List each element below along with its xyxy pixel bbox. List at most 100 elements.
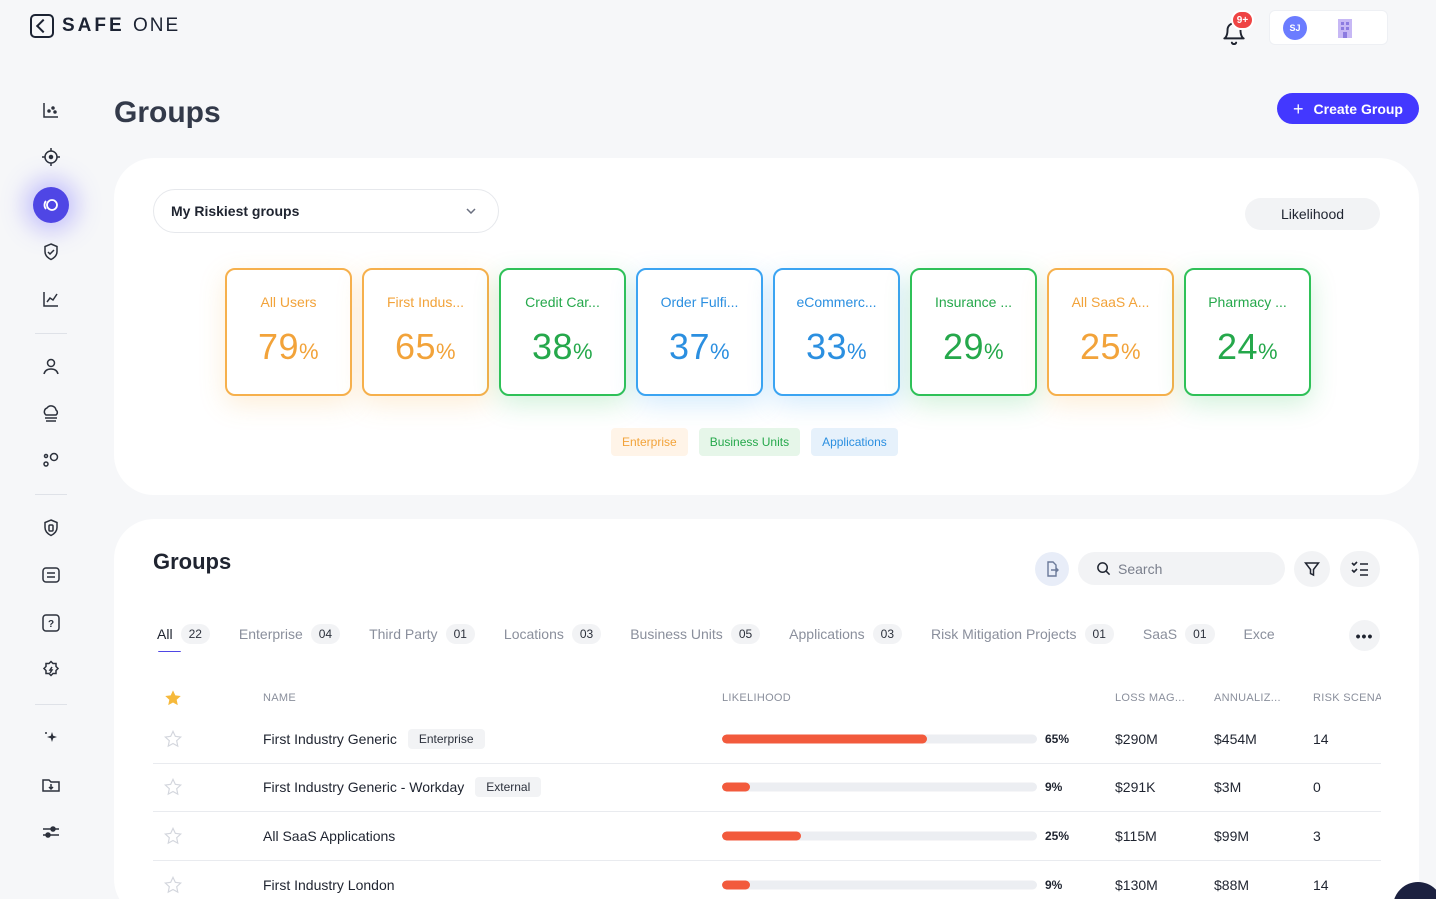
likelihood-value: 65% (1045, 731, 1070, 746)
gear-icon (42, 660, 60, 677)
logo-icon (30, 14, 54, 38)
sidebar-item-target[interactable] (30, 139, 72, 175)
filter-button[interactable] (1294, 551, 1330, 587)
risk-tile[interactable]: Pharmacy ... 24% (1184, 268, 1311, 396)
sparkle-icon (45, 732, 57, 742)
star-filled-icon[interactable] (164, 689, 182, 707)
create-group-label: Create Group (1313, 100, 1403, 117)
sidebar-item-database[interactable] (30, 510, 72, 546)
likelihood-bar-fill (722, 734, 927, 744)
logo-text: SAFE ONE (62, 15, 181, 36)
user-menu[interactable]: SJ (1269, 10, 1388, 45)
likelihood-value: 9% (1045, 877, 1063, 892)
shield-check-icon (44, 243, 58, 261)
tab-risk-mitigation-projects[interactable]: Risk Mitigation Projects 01 (931, 622, 1114, 646)
group-name[interactable]: First Industry Generic - Workday (263, 779, 465, 796)
column-loss-magnitude[interactable]: LOSS MAG... (1115, 692, 1185, 704)
column-annualized[interactable]: ANNUALIZ... (1214, 692, 1281, 704)
help-chat-button[interactable] (1393, 882, 1436, 899)
legend-enterprise[interactable]: Enterprise (611, 428, 688, 456)
groups-section-title: Groups (153, 549, 232, 574)
likelihood-bar (722, 782, 1037, 792)
likelihood-bar (722, 831, 1037, 841)
star-outline-icon[interactable] (164, 826, 182, 845)
risk-tiles: All Users 79% First Indus... 65% Credit … (225, 268, 1311, 396)
tab-third-party[interactable]: Third Party 01 (369, 622, 475, 646)
sidebar-item-analytics[interactable] (30, 92, 72, 128)
tab-saas[interactable]: SaaS 01 (1143, 622, 1215, 646)
sidebar-item-cloud[interactable] (30, 395, 72, 431)
sidebar-item-reports[interactable] (30, 557, 72, 593)
risk-scenarios: 0 (1313, 779, 1321, 796)
export-button[interactable] (1035, 552, 1069, 586)
risk-tile[interactable]: Credit Car... 38% (499, 268, 626, 396)
table-header: NAME LIKELIHOOD LOSS MAG... ANNUALIZ... … (153, 687, 1381, 711)
user-icon (43, 358, 59, 375)
search-input[interactable]: Search (1078, 552, 1285, 585)
risk-tile[interactable]: Insurance ... 29% (910, 268, 1037, 396)
create-group-button[interactable]: + Create Group (1277, 93, 1419, 124)
tab-exceptions[interactable]: Exce (1243, 626, 1275, 642)
scatter-chart-icon (43, 103, 58, 118)
sidebar-item-help[interactable]: ? (30, 605, 72, 641)
tab-applications[interactable]: Applications 03 (789, 622, 903, 646)
star-outline-icon[interactable] (164, 875, 182, 894)
nodes-icon (43, 452, 59, 467)
notification-badge: 9+ (1231, 10, 1254, 30)
sidebar-item-settings[interactable] (30, 652, 72, 688)
building-icon[interactable] (1335, 17, 1355, 39)
legend-applications[interactable]: Applications (811, 428, 898, 456)
tab-business-units[interactable]: Business Units 05 (630, 622, 761, 646)
sidebar-item-users[interactable] (30, 348, 72, 384)
sidebar-item-groups[interactable] (33, 187, 69, 223)
group-name[interactable]: First Industry Generic (263, 730, 397, 747)
chevron-down-icon (466, 208, 476, 214)
star-outline-icon[interactable] (164, 778, 182, 796)
group-filter-dropdown[interactable]: My Riskiest groups (153, 189, 499, 233)
groups-table-panel: Groups Search All 22 Enterprise 04 Third P… (114, 519, 1419, 899)
more-tabs-button[interactable]: ••• (1349, 620, 1380, 651)
column-risk-scenarios[interactable]: RISK SCENA (1313, 692, 1381, 704)
avatar[interactable]: SJ (1283, 15, 1307, 40)
column-likelihood[interactable]: LIKELIHOOD (722, 692, 792, 704)
groups-icon (43, 199, 58, 211)
sidebar-item-downloads[interactable] (30, 767, 72, 803)
sidebar-item-ai[interactable] (30, 720, 72, 756)
folder-download-icon (42, 779, 60, 792)
sliders-icon (43, 826, 59, 838)
risk-tile[interactable]: Order Fulfi... 37% (636, 268, 763, 396)
likelihood-value: 9% (1045, 780, 1063, 795)
sidebar-item-trends[interactable] (30, 281, 72, 317)
app-logo[interactable]: SAFE ONE (30, 14, 180, 38)
risk-tile[interactable]: All SaaS A... 25% (1047, 268, 1174, 396)
table-row[interactable]: All SaaS Applications 25% $115M $99M 3 (153, 812, 1381, 861)
tab-all[interactable]: All 22 (157, 622, 210, 652)
likelihood-toggle[interactable]: Likelihood (1245, 198, 1380, 230)
risk-tile[interactable]: First Indus... 65% (362, 268, 489, 396)
star-outline-icon[interactable] (164, 729, 182, 748)
column-name[interactable]: NAME (263, 692, 296, 704)
table-row[interactable]: First Industry Generic - Workday External… (153, 764, 1381, 812)
group-name[interactable]: First Industry London (263, 876, 395, 893)
legend-business-units[interactable]: Business Units (698, 428, 801, 456)
group-name[interactable]: All SaaS Applications (263, 827, 396, 844)
risk-scenarios: 14 (1313, 730, 1329, 747)
likelihood-bar (722, 734, 1037, 744)
crosshair-icon (42, 148, 60, 166)
cloud-icon (43, 405, 59, 422)
sidebar-item-preferences[interactable] (30, 814, 72, 850)
table-row[interactable]: First Industry London 9% $130M $88M 14 (153, 861, 1381, 899)
table-row[interactable]: First Industry Generic Enterprise 65% $29… (153, 715, 1381, 764)
export-icon (1047, 561, 1059, 577)
sidebar-item-integrations[interactable] (30, 442, 72, 478)
likelihood-bar-fill (722, 880, 751, 890)
tab-enterprise[interactable]: Enterprise 04 (239, 622, 341, 646)
annualized-loss: $99M (1214, 827, 1250, 844)
tab-locations[interactable]: Locations 03 (504, 622, 602, 646)
sidebar-item-security[interactable] (30, 234, 72, 270)
risk-tile[interactable]: All Users 79% (225, 268, 352, 396)
risk-tile[interactable]: eCommerc... 33% (773, 268, 900, 396)
likelihood-bar (722, 880, 1037, 890)
columns-button[interactable] (1340, 551, 1380, 587)
group-tag: External (475, 777, 542, 798)
